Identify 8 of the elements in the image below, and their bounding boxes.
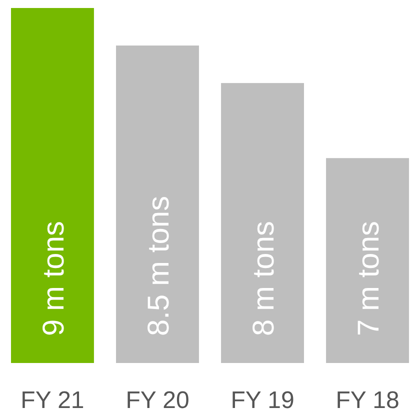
data-label: 7 m tons <box>352 220 386 336</box>
x-tick-label: FY 20 <box>126 387 190 414</box>
x-tick-label: FY 18 <box>336 387 400 414</box>
x-tick-label: FY 21 <box>20 387 84 414</box>
data-label: 8.5 m tons <box>142 196 176 336</box>
data-label: 8 m tons <box>248 220 281 336</box>
data-label: 9 m tons <box>37 220 70 336</box>
x-tick-label: FY 19 <box>230 387 294 414</box>
